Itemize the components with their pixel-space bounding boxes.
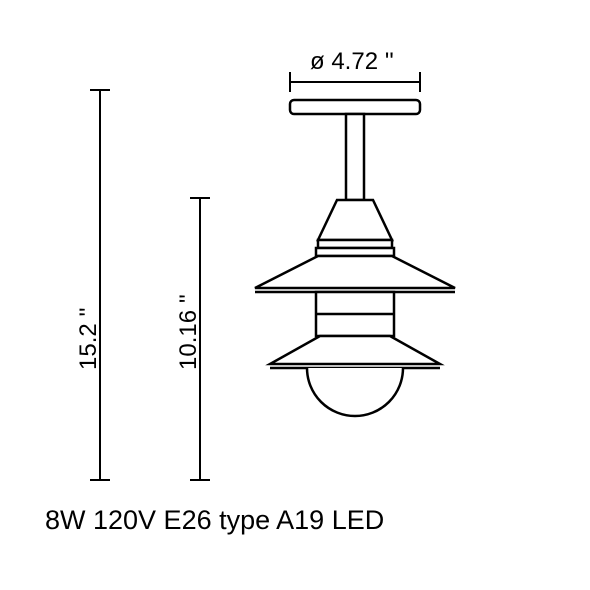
- lamp-fixture: [255, 100, 455, 416]
- stem: [346, 114, 364, 200]
- upper-body: [318, 200, 392, 240]
- canopy: [290, 100, 420, 114]
- globe: [307, 368, 403, 416]
- lower-shade: [270, 336, 440, 364]
- upper-shade: [255, 256, 455, 288]
- diameter-dimension: [290, 72, 420, 92]
- body-height-dimension: [190, 198, 210, 480]
- overall-height-dimension: [90, 90, 110, 480]
- drawing-svg: [0, 0, 590, 590]
